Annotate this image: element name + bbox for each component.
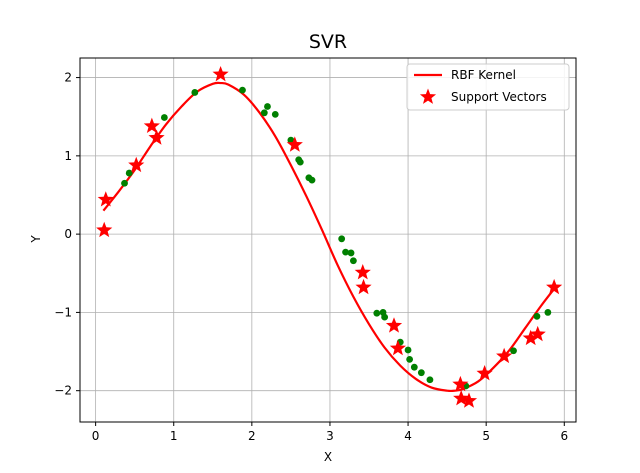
data-point xyxy=(404,346,412,354)
y-axis-label: Y xyxy=(29,235,43,244)
data-point xyxy=(191,89,199,96)
data-point xyxy=(121,179,128,187)
plot-frame xyxy=(79,57,577,423)
support-vector-star xyxy=(354,263,371,280)
rbf-kernel-line xyxy=(102,81,556,393)
support-vector-star xyxy=(212,65,229,82)
y-tick-label: −2 xyxy=(54,384,72,398)
legend-star-icon xyxy=(419,88,437,104)
support-vector-star xyxy=(97,191,114,207)
support-vector-star xyxy=(143,117,160,133)
data-point xyxy=(296,158,304,166)
data-point xyxy=(271,110,279,118)
x-tick-label: 6 xyxy=(560,429,568,443)
legend-star-swatch xyxy=(419,88,437,104)
legend: RBF Kernel Support Vectors xyxy=(406,63,570,111)
support-vector-markers xyxy=(96,65,563,408)
data-point xyxy=(406,355,414,363)
data-point xyxy=(510,347,517,355)
x-tick-label: 2 xyxy=(248,429,256,443)
support-vector-star xyxy=(148,129,165,145)
legend-label-rbf-kernel: RBF Kernel xyxy=(451,68,516,82)
support-vector-star xyxy=(96,221,113,238)
data-point xyxy=(347,249,355,257)
x-axis-label: X xyxy=(324,450,332,464)
rbf-kernel-curve xyxy=(102,81,556,393)
data-point xyxy=(264,103,271,110)
support-vector-star xyxy=(460,392,478,408)
x-tick-label: 1 xyxy=(170,429,178,443)
data-point xyxy=(533,312,541,320)
data-point xyxy=(410,363,418,371)
data-point xyxy=(125,169,133,177)
y-tick-label: 2 xyxy=(64,71,72,85)
data-point xyxy=(287,136,295,144)
data-point xyxy=(426,376,434,384)
x-tick-label: 5 xyxy=(482,429,490,443)
data-point xyxy=(381,313,389,321)
y-tick-label: 0 xyxy=(64,227,72,241)
data-point xyxy=(373,309,381,317)
y-tick-label: 1 xyxy=(64,149,72,163)
support-vector-star xyxy=(496,347,513,364)
legend-label-support-vectors: Support Vectors xyxy=(451,90,547,104)
data-point xyxy=(308,176,316,184)
support-vector-star xyxy=(476,364,493,381)
x-tick-label: 3 xyxy=(326,429,334,443)
legend-box xyxy=(406,63,570,111)
axis-ticks: 0 1 2 3 4 5 6 −2 −1 0 1 2 xyxy=(54,71,568,443)
data-point xyxy=(349,257,357,265)
chart-title: SVR xyxy=(309,31,347,53)
x-tick-label: 0 xyxy=(92,429,100,443)
data-point xyxy=(342,248,349,256)
support-vector-star xyxy=(546,278,563,295)
support-vector-star xyxy=(355,278,372,295)
y-tick-label: −1 xyxy=(54,305,72,319)
data-point xyxy=(160,114,168,121)
support-vector-star xyxy=(453,390,470,406)
data-point xyxy=(417,369,425,377)
support-vector-star xyxy=(522,329,539,346)
support-vector-star xyxy=(389,339,406,356)
x-tick-label: 4 xyxy=(404,429,412,443)
support-vector-star xyxy=(128,156,145,173)
support-vector-star xyxy=(529,325,546,342)
data-points xyxy=(121,86,552,390)
data-point xyxy=(239,86,246,94)
data-point xyxy=(338,235,346,243)
support-vector-star xyxy=(452,375,469,392)
support-vector-star xyxy=(385,317,403,333)
grid xyxy=(80,58,576,422)
data-point xyxy=(260,109,268,117)
support-vector-star xyxy=(286,136,303,152)
data-point xyxy=(544,309,552,316)
